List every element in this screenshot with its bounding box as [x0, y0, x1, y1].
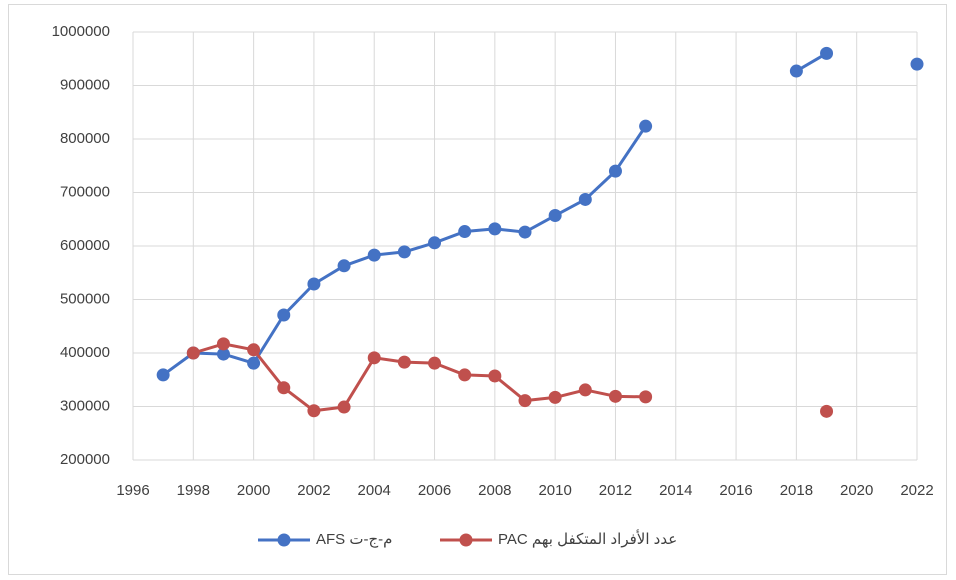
x-tick-label: 2014	[659, 482, 692, 499]
y-tick-label: 700000	[60, 183, 110, 200]
point	[307, 404, 321, 418]
x-tick-label: 2002	[297, 482, 330, 499]
point	[216, 347, 230, 361]
point	[307, 277, 321, 291]
x-tick-label: 1996	[116, 482, 149, 499]
x-tick-label: 2010	[538, 482, 571, 499]
point	[186, 346, 200, 360]
y-tick-label: 1000000	[52, 23, 110, 40]
x-tick-label: 2016	[719, 482, 752, 499]
point	[488, 369, 502, 383]
point	[578, 192, 592, 206]
x-tick-label: 2022	[900, 482, 933, 499]
x-tick-label: 2012	[599, 482, 632, 499]
legend-label: م-ج-ت AFS	[316, 531, 392, 549]
point	[397, 355, 411, 369]
legend-marker	[459, 533, 473, 547]
x-tick-label: 2004	[358, 482, 391, 499]
x-tick-label: 2008	[478, 482, 511, 499]
point	[367, 248, 381, 262]
point	[548, 390, 562, 404]
point	[548, 209, 562, 223]
point	[608, 164, 622, 178]
point	[518, 225, 532, 239]
point	[820, 46, 834, 60]
point	[428, 236, 442, 250]
chart-border	[8, 4, 947, 575]
point	[608, 389, 622, 403]
point	[337, 400, 351, 414]
point	[488, 222, 502, 236]
point	[518, 394, 532, 408]
point	[156, 368, 170, 382]
y-tick-label: 400000	[60, 344, 110, 361]
point	[277, 381, 291, 395]
x-tick-label: 2006	[418, 482, 451, 499]
point	[639, 119, 653, 133]
x-tick-label: 2000	[237, 482, 270, 499]
point	[428, 356, 442, 370]
point	[367, 351, 381, 365]
point	[639, 390, 653, 404]
point	[458, 368, 472, 382]
x-tick-label: 2020	[840, 482, 873, 499]
y-tick-label: 500000	[60, 290, 110, 307]
point	[247, 343, 261, 357]
y-tick-label: 900000	[60, 76, 110, 93]
point	[216, 337, 230, 351]
y-tick-label: 300000	[60, 397, 110, 414]
point	[910, 57, 924, 71]
y-tick-label: 800000	[60, 130, 110, 147]
point	[277, 308, 291, 322]
y-tick-label: 600000	[60, 237, 110, 254]
point	[789, 64, 803, 78]
y-tick-label: 200000	[60, 451, 110, 468]
x-tick-label: 1998	[177, 482, 210, 499]
point	[458, 225, 472, 239]
legend-label: عدد الأفراد المتكفل بهم PAC	[498, 529, 677, 548]
point	[247, 356, 261, 370]
point	[820, 404, 834, 418]
point	[337, 259, 351, 273]
x-tick-label: 2018	[780, 482, 813, 499]
point	[397, 245, 411, 259]
legend-marker	[277, 533, 291, 547]
point	[578, 383, 592, 397]
